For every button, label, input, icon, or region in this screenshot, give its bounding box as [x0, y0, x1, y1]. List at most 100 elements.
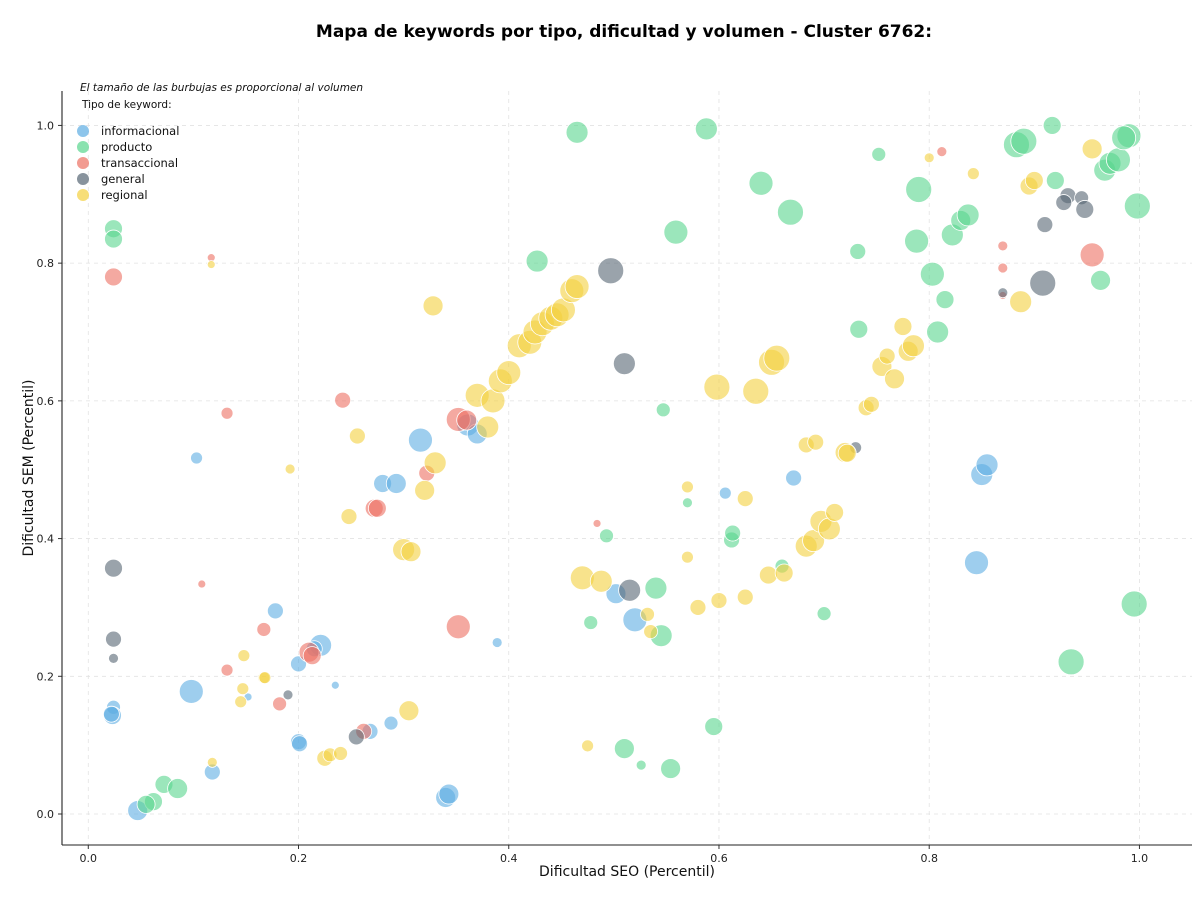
- general-bubble: [612, 352, 636, 376]
- regional-bubble: [681, 480, 694, 494]
- regional-bubble: [589, 569, 613, 593]
- regional-bubble: [689, 599, 707, 616]
- regional-bubble: [237, 649, 251, 663]
- producto-bubble: [660, 758, 682, 779]
- series-informacional: [103, 413, 999, 821]
- informacional-bubble: [438, 783, 460, 805]
- informacional-bubble: [408, 427, 433, 453]
- legend-marker-informacional: [77, 125, 89, 137]
- series-general: [104, 187, 1095, 746]
- producto-bubble: [748, 170, 774, 196]
- general-bubble: [997, 287, 1009, 299]
- regional-bubble: [825, 503, 845, 522]
- regional-bubble: [643, 624, 659, 639]
- regional-bubble: [581, 739, 594, 753]
- x-tick-label: 0.2: [290, 852, 308, 865]
- informacional-bubble: [330, 680, 340, 690]
- bubbles: [103, 116, 1151, 821]
- producto-bubble: [724, 524, 742, 542]
- transaccional-bubble: [256, 622, 272, 637]
- producto-bubble: [777, 198, 804, 226]
- regional-bubble: [423, 451, 447, 475]
- regional-bubble: [736, 490, 754, 508]
- regional-bubble: [763, 344, 791, 372]
- producto-bubble: [849, 319, 869, 339]
- informacional-bubble: [964, 550, 989, 576]
- regional-bubble: [400, 541, 422, 563]
- general-bubble: [347, 728, 365, 746]
- producto-bubble: [1120, 590, 1148, 618]
- transaccional-bubble: [302, 646, 322, 666]
- regional-bubble: [340, 508, 358, 525]
- y-tick-label: 0.8: [37, 257, 55, 270]
- informacional-bubble: [385, 473, 407, 494]
- regional-bubble: [206, 260, 216, 269]
- regional-bubble: [736, 588, 754, 606]
- x-tick-label: 1.0: [1131, 852, 1149, 865]
- informacional-bubble: [103, 705, 120, 723]
- producto-bubble: [1111, 125, 1137, 151]
- transaccional-bubble: [272, 696, 287, 712]
- producto-bubble: [1106, 147, 1131, 173]
- y-tick-label: 0.0: [37, 808, 55, 821]
- producto-bubble: [935, 290, 955, 310]
- legend-marker-transaccional: [77, 157, 89, 169]
- general-bubble: [597, 257, 625, 285]
- informacional-bubble: [785, 469, 803, 487]
- transaccional-bubble: [220, 663, 234, 677]
- regional-bubble: [681, 550, 694, 564]
- producto-bubble: [104, 229, 123, 249]
- transaccional-bubble: [1079, 242, 1105, 268]
- regional-bubble: [807, 433, 825, 451]
- transaccional-bubble: [456, 409, 478, 431]
- chart-title: Mapa de keywords por tipo, dificultad y …: [316, 22, 932, 42]
- x-axis-label: Dificultad SEO (Percentil): [539, 864, 715, 880]
- regional-bubble: [923, 152, 935, 164]
- producto-bubble: [919, 261, 945, 287]
- producto-bubble: [1045, 171, 1065, 190]
- legend: informacional producto transaccional genera…: [77, 124, 179, 202]
- regional-bubble: [348, 427, 366, 445]
- regional-bubble: [774, 563, 794, 583]
- producto-bubble: [167, 778, 189, 799]
- regional-bubble: [758, 565, 778, 585]
- producto-bubble: [682, 497, 693, 509]
- x-tick-label: 0.4: [500, 852, 518, 865]
- producto-bubble: [583, 615, 599, 630]
- regional-bubble: [234, 695, 248, 709]
- legend-marker-producto: [77, 141, 89, 153]
- series-regional: [206, 138, 1103, 768]
- regional-bubble: [284, 463, 296, 475]
- regional-bubble: [878, 347, 896, 365]
- producto-bubble: [663, 219, 689, 245]
- regional-bubble: [966, 167, 980, 181]
- regional-bubble: [902, 334, 925, 358]
- transaccional-bubble: [334, 391, 352, 409]
- legend-title: Tipo de keyword:: [81, 99, 172, 111]
- transaccional-bubble: [445, 614, 471, 640]
- transaccional-bubble: [997, 262, 1009, 274]
- regional-bubble: [703, 373, 731, 401]
- informacional-bubble: [190, 451, 203, 465]
- regional-bubble: [884, 368, 905, 390]
- producto-bubble: [849, 243, 867, 260]
- general-bubble: [105, 630, 122, 648]
- regional-bubble: [837, 443, 857, 463]
- transaccional-bubble: [367, 498, 387, 518]
- legend-marker-regional: [77, 189, 89, 201]
- regional-bubble: [1024, 171, 1044, 190]
- informacional-bubble: [491, 637, 503, 648]
- regional-bubble: [862, 395, 880, 413]
- regional-bubble: [206, 756, 218, 768]
- producto-bubble: [1010, 127, 1038, 155]
- regional-bubble: [333, 746, 348, 761]
- producto-bubble: [1042, 116, 1062, 135]
- y-axis-label: Dificultad SEM (Percentil): [21, 380, 37, 557]
- regional-bubble: [640, 606, 655, 622]
- regional-bubble: [398, 700, 420, 722]
- series-producto: [104, 116, 1151, 814]
- producto-bubble: [704, 717, 724, 736]
- producto-bubble: [1057, 648, 1085, 676]
- general-bubble: [108, 652, 119, 664]
- producto-bubble: [655, 402, 671, 418]
